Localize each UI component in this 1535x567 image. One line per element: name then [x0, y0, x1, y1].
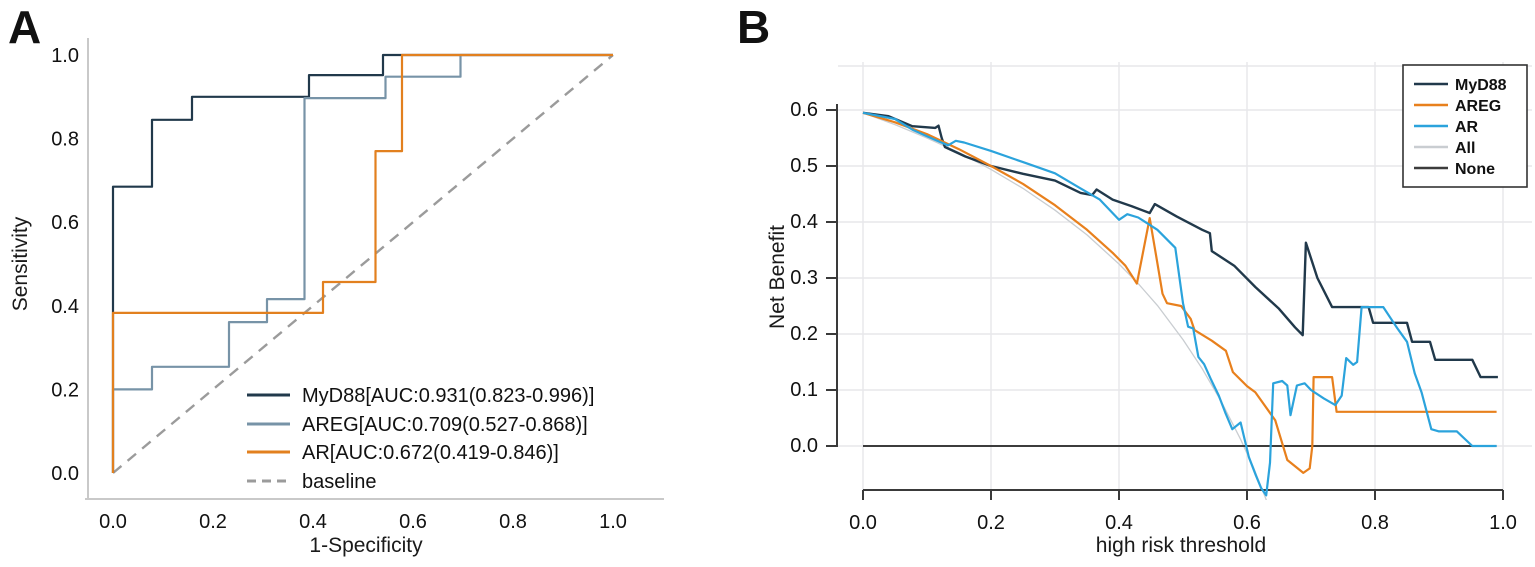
- roc-series-areg: [111, 53, 613, 473]
- roc-legend: MyD88[AUC:0.931(0.823-0.996)] AREG[AUC:0.…: [247, 385, 594, 493]
- dca-y-tick-label: 0.5: [790, 155, 818, 177]
- dca-chart: 0.0 0.1 0.2 0.3 0.4 0.5 0.6 0.0 0.2 0.4 0.6 0.8 1.0 M…: [790, 62, 1532, 534]
- roc-legend-label-ar: AR[AUC:0.672(0.419-0.846)]: [302, 442, 559, 464]
- dca-x-tick-label: 0.8: [1361, 512, 1389, 534]
- roc-series-baseline: [112, 54, 614, 474]
- dca-legend-label-areg: AREG: [1455, 98, 1501, 115]
- roc-series-ar: [111, 53, 613, 473]
- roc-x-tick-label: 0.6: [399, 511, 427, 533]
- dca-series-areg: [862, 111, 1497, 474]
- panel-b-label: B: [737, 1, 771, 53]
- panel-a-label: A: [8, 1, 42, 53]
- roc-x-tick-label: 0.2: [199, 511, 227, 533]
- dca-x-tick-label: 1.0: [1489, 512, 1517, 534]
- roc-legend-label-myd88: MyD88[AUC:0.931(0.823-0.996)]: [302, 385, 594, 407]
- dca-legend-label-myd88: MyD88: [1455, 77, 1507, 94]
- dca-series-myd88: [862, 111, 1498, 379]
- dca-legend-label-none: None: [1455, 161, 1495, 178]
- dca-legend: MyD88 AREG AR All None: [1402, 64, 1528, 188]
- roc-y-tick-label: 0.4: [51, 296, 79, 318]
- dca-y-tick-label: 0.6: [790, 99, 818, 121]
- dca-x-tick-label: 0.2: [977, 512, 1005, 534]
- roc-x-tick-label: 0.8: [499, 511, 527, 533]
- dca-legend-label-ar: AR: [1455, 119, 1479, 136]
- dca-y-tick-label: 0.3: [790, 267, 818, 289]
- roc-y-tick-label: 0.6: [51, 212, 79, 234]
- dca-y-tick-label: 0.4: [790, 211, 818, 233]
- dca-x-tick-label: 0.4: [1105, 512, 1133, 534]
- roc-y-tick-label: 0.0: [51, 463, 79, 485]
- roc-x-tick-label: 0.4: [299, 511, 327, 533]
- roc-x-tick-label: 0.0: [99, 511, 127, 533]
- dca-x-tick-label: 0.6: [1233, 512, 1261, 534]
- dca-series-ar: [862, 111, 1497, 497]
- roc-series-group: [111, 53, 614, 474]
- roc-legend-label-areg: AREG[AUC:0.709(0.527-0.868)]: [302, 414, 588, 436]
- roc-x-tick-label: 1.0: [599, 511, 627, 533]
- dca-series-group: [862, 111, 1498, 500]
- dca-legend-label-all: All: [1455, 140, 1475, 157]
- roc-y-tick-label: 0.8: [51, 129, 79, 151]
- roc-x-axis-title: 1-Specificity: [309, 534, 423, 557]
- dca-y-tick-label: 0.0: [790, 435, 818, 457]
- dca-x-tick-label: 0.0: [849, 512, 877, 534]
- dca-y-tick-label: 0.2: [790, 323, 818, 345]
- roc-series-myd88: [111, 53, 613, 473]
- roc-legend-label-baseline: baseline: [302, 471, 377, 493]
- dca-x-axis-title: high risk threshold: [1095, 534, 1267, 557]
- roc-chart: 0.00.20.40.60.81.00.0 0.2 0.4 0.6 0.8 1.0MyD8…: [51, 38, 664, 533]
- roc-y-tick-label: 1.0: [51, 45, 79, 67]
- dca-y-tick-label: 0.1: [790, 379, 818, 401]
- roc-y-tick-label: 0.2: [51, 379, 79, 401]
